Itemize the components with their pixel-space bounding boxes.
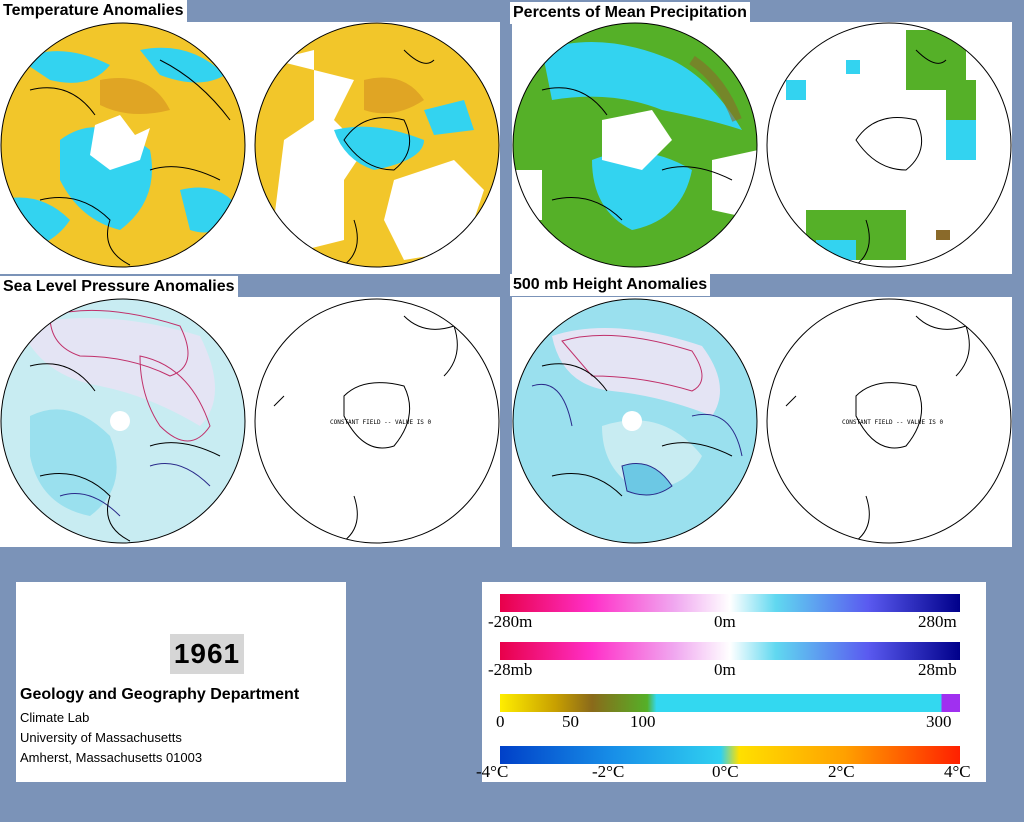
pressure-label-min: -28mb xyxy=(488,660,533,679)
precip-label-100: 100 xyxy=(630,712,656,731)
slp-title: Sea Level Pressure Anomalies xyxy=(0,276,238,298)
height-globe-west xyxy=(512,298,758,544)
height-colorbar xyxy=(500,594,960,612)
precipitation-globe-west xyxy=(512,22,758,268)
info-box: 1961 Geology and Geography Department Cl… xyxy=(16,582,346,782)
department-label: Geology and Geography Department xyxy=(20,686,300,703)
precip-label-50: 50 xyxy=(562,712,579,731)
height-title: 500 mb Height Anomalies xyxy=(510,274,711,296)
height-label-min: -280m xyxy=(488,612,533,631)
slp-globe-west xyxy=(0,298,246,544)
legend-box: -280m 0m 280m -28mb 0m 28mb 0 50 100 300… xyxy=(476,582,986,782)
pressure-label-mid: 0m xyxy=(714,660,736,679)
info-line-3: Amherst, Massachusetts 01003 xyxy=(20,750,203,765)
temp-label-neg2: -2°C xyxy=(592,762,625,781)
precipitation-globe-east xyxy=(766,22,1012,268)
height-constant-field-label: CONSTANT FIELD -- VALUE IS 0 xyxy=(842,419,944,426)
height-globe-east xyxy=(766,298,1012,544)
pressure-colorbar xyxy=(500,642,960,660)
precipitation-title: Percents of Mean Precipitation xyxy=(510,2,750,24)
precip-colorbar xyxy=(500,694,960,712)
temp-label-4: 4°C xyxy=(944,762,971,781)
info-line-1: Climate Lab xyxy=(20,710,90,725)
temp-label-neg4: -4°C xyxy=(476,762,509,781)
height-label-mid: 0m xyxy=(714,612,736,631)
temp-label-0: 0°C xyxy=(712,762,739,781)
slp-globe-east xyxy=(254,298,500,544)
slp-constant-field-label: CONSTANT FIELD -- VALUE IS 0 xyxy=(330,419,432,426)
precip-label-0: 0 xyxy=(496,712,505,731)
info-line-2: University of Massachusetts xyxy=(20,730,182,745)
temperature-globe-east xyxy=(254,22,500,268)
height-label-max: 280m xyxy=(918,612,957,631)
temp-colorbar xyxy=(500,746,960,764)
temperature-globe-west xyxy=(0,22,246,268)
pressure-label-max: 28mb xyxy=(918,660,957,679)
temp-label-2: 2°C xyxy=(828,762,855,781)
precip-label-300: 300 xyxy=(926,712,952,731)
year-label: 1961 xyxy=(170,634,244,674)
temperature-title: Temperature Anomalies xyxy=(0,0,187,22)
